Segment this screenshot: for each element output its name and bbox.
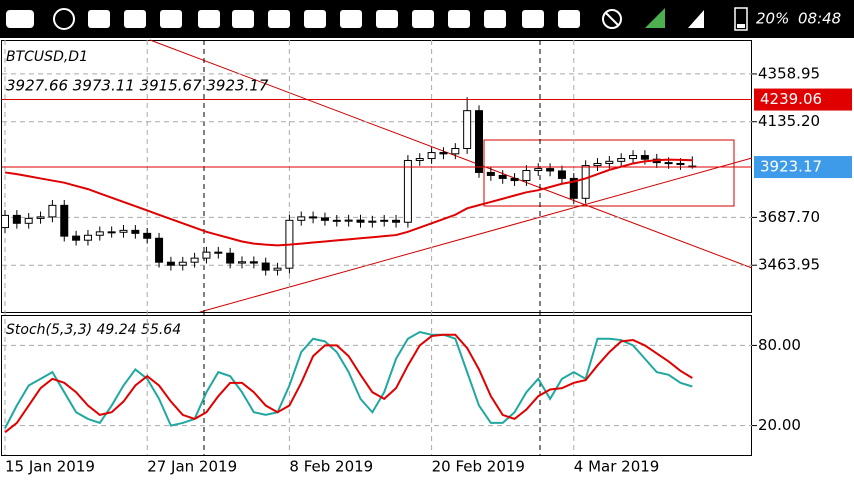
x-tick-label: 27 Jan 2019	[147, 458, 237, 476]
candle-body	[95, 231, 104, 236]
candle-body	[427, 152, 436, 160]
candle-body	[510, 177, 519, 182]
candle-body	[498, 174, 507, 179]
candle-body	[676, 162, 685, 166]
drawings	[149, 39, 753, 313]
x-tick-label: 8 Feb 2019	[289, 458, 373, 476]
candle-body	[403, 159, 412, 223]
candle-body	[166, 261, 175, 266]
candle-body	[557, 170, 566, 179]
y-tick-label: 4358.95	[758, 64, 820, 82]
candle-body	[119, 229, 128, 233]
candle-body	[226, 252, 235, 264]
candle-body	[415, 158, 424, 161]
line-series	[4, 333, 693, 434]
candle-body	[356, 219, 365, 223]
candle-body	[344, 219, 353, 222]
candle-body	[60, 204, 69, 237]
ohlc-text: 3927.66 3973.11 3915.67 3923.17	[6, 77, 269, 95]
candle-body	[475, 110, 483, 173]
candle-body	[249, 261, 258, 264]
x-tick-label: 20 Feb 2019	[432, 458, 525, 476]
candle-body	[202, 251, 211, 259]
status-bar: 20% 08:48	[0, 0, 854, 38]
y-tick-label: 3463.95	[758, 256, 820, 274]
candle-body	[439, 152, 448, 155]
candle-body	[522, 170, 531, 182]
candle-body	[107, 231, 116, 234]
candle-body	[1, 214, 9, 229]
candle-body	[593, 162, 602, 167]
candle-body	[617, 158, 626, 162]
y-tick-label: 4135.20	[758, 112, 820, 130]
price-label: 3923.17	[760, 158, 822, 176]
y-tick-label: 80.00	[758, 336, 801, 354]
line-series	[4, 158, 693, 247]
candle-body	[24, 217, 33, 224]
candle-body	[664, 162, 673, 165]
candle-body	[214, 251, 223, 254]
candle-body	[261, 262, 270, 271]
candle-body	[392, 219, 401, 223]
candle-body	[48, 204, 57, 218]
candle-body	[238, 261, 246, 264]
candle-body	[368, 220, 377, 223]
x-tick-label: 15 Jan 2019	[5, 458, 95, 476]
price-label: 4239.06	[760, 90, 822, 108]
line-series	[4, 330, 693, 429]
chart-frame	[1, 40, 752, 456]
status-icons	[6, 7, 748, 31]
price-label-bg	[754, 156, 852, 179]
candle-body	[534, 168, 543, 172]
candle-body	[83, 234, 92, 241]
candle-body	[451, 148, 460, 155]
candle-body	[36, 216, 45, 219]
candle-body	[190, 257, 199, 263]
candle-body	[273, 267, 282, 271]
candle-body	[380, 219, 389, 222]
candle-body	[463, 110, 472, 150]
candle-body	[178, 261, 187, 266]
candle-body	[332, 219, 341, 222]
candle-body	[629, 155, 638, 160]
candle-body	[143, 232, 152, 239]
x-tick-label: 4 Mar 2019	[574, 458, 660, 476]
candle-body	[605, 160, 614, 164]
candle-body	[581, 165, 590, 199]
candle-body	[309, 216, 318, 219]
candle-body	[72, 235, 81, 241]
candle-body	[486, 171, 495, 176]
period-separators	[203, 40, 541, 455]
battery-text: 20%	[756, 10, 789, 28]
y-tick-label: 3687.70	[758, 208, 820, 226]
time-text: 08:48	[798, 10, 841, 28]
candle-body	[640, 155, 649, 160]
y-tick-label: 20.00	[758, 416, 801, 434]
indicator-title: Stoch(5,3,3) 49.24 55.64	[6, 322, 181, 338]
candle-body	[546, 168, 555, 172]
candle-body	[297, 216, 306, 221]
chart-title: BTCUSD,D1	[6, 49, 88, 65]
candle-body	[131, 229, 140, 234]
candle-body	[569, 177, 578, 199]
candle-body	[155, 237, 164, 263]
price-label-bg	[754, 88, 852, 111]
candle-body	[320, 217, 329, 221]
candle-body	[12, 214, 21, 224]
